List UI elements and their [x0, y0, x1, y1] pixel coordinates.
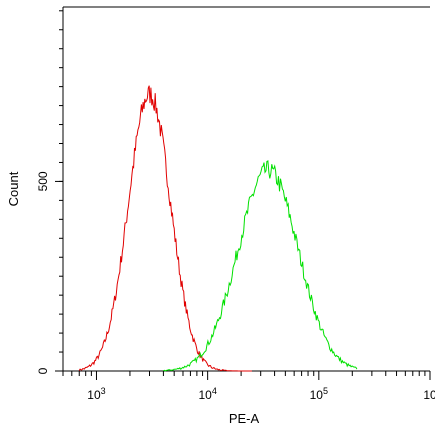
data-point [147, 97, 148, 98]
data-point [233, 367, 234, 368]
data-point [100, 355, 101, 356]
series [163, 160, 358, 372]
y-minor-ticks [59, 10, 63, 372]
data-point [251, 226, 252, 227]
data-point [163, 370, 164, 371]
series [78, 85, 252, 372]
series-layer [78, 85, 358, 372]
data-point [129, 196, 130, 197]
data-point [318, 344, 319, 345]
x-tick-label: 103 [87, 386, 105, 402]
x-tick-label: 104 [198, 386, 216, 402]
data-point [295, 257, 296, 258]
data-point [91, 366, 92, 367]
data-point [285, 211, 286, 212]
data-point [174, 234, 175, 235]
data-point [260, 192, 261, 193]
data-point [268, 171, 269, 172]
data-point [230, 302, 231, 303]
data-point [331, 362, 332, 363]
data-point [182, 287, 183, 288]
y-axis-title: Count [6, 171, 21, 206]
x-tick-label: 105 [310, 386, 328, 402]
data-point [121, 257, 122, 258]
data-point [136, 143, 137, 144]
data-point [307, 310, 308, 311]
data-point [152, 99, 153, 100]
plot-frame [62, 6, 430, 372]
data-point [196, 361, 197, 362]
x-ticks [62, 371, 431, 380]
x-tick-labels: 103 104 105 10 [87, 386, 435, 402]
y-tick-label: 500 [36, 171, 50, 191]
data-point [241, 268, 242, 269]
x-tick-label: 10 [423, 388, 435, 402]
x-axis-title: PE-A [229, 411, 260, 426]
data-point [220, 329, 221, 330]
data-point [274, 177, 275, 178]
y-tick-label: 0 [36, 367, 50, 374]
data-point [251, 370, 252, 371]
data-point [165, 173, 166, 174]
data-point [182, 367, 183, 368]
data-point [216, 361, 217, 362]
data-point [207, 350, 208, 351]
data-point [202, 348, 203, 349]
data-point [356, 370, 357, 371]
data-point [344, 369, 345, 370]
data-point [142, 109, 143, 110]
data-point [158, 124, 159, 125]
y-major-ticks: 0 500 [36, 171, 63, 374]
data-point [193, 329, 194, 330]
data-point [112, 317, 113, 318]
series-line [163, 160, 358, 372]
series-line [78, 85, 252, 372]
data-point [79, 370, 80, 371]
